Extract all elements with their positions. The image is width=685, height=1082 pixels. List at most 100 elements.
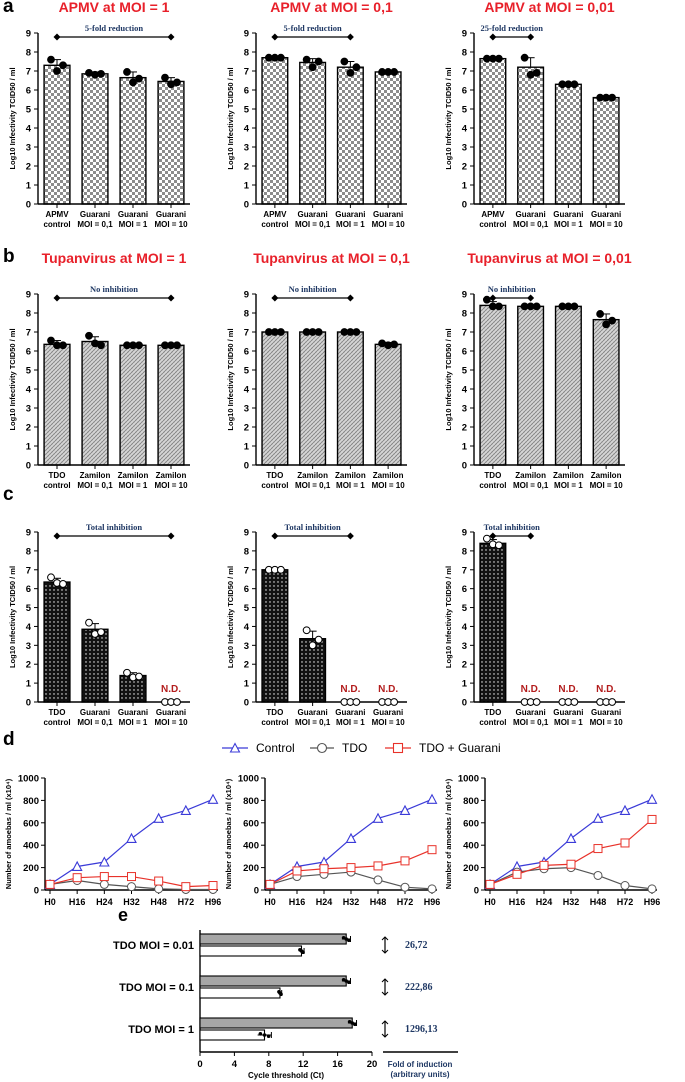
data-point: [276, 565, 285, 574]
x-tick-label: Guarani: [516, 708, 546, 717]
y-axis-label: Log10 Infectivity TCID50 / ml: [226, 328, 235, 430]
y-tick-label: 4: [462, 385, 468, 396]
fold-label: (arbitrary units): [390, 1070, 449, 1079]
data-point: [47, 55, 55, 64]
data-point: [485, 879, 495, 889]
y-tick-label: 0: [244, 698, 249, 709]
data-point: [47, 573, 55, 582]
y-tick-label: 0: [462, 200, 467, 211]
bar-gray: [199, 1017, 353, 1029]
bar: [119, 344, 147, 466]
x-tick-label: Zamilon: [373, 471, 404, 480]
x-tick-label: H96: [424, 897, 441, 907]
y-tick-label: 1: [244, 442, 250, 453]
x-tick-label: Guarani: [553, 708, 583, 717]
x-tick-label: TDO: [484, 471, 501, 480]
x-tick-label: MOI = 1: [554, 718, 583, 727]
bar-panel-a1: APMV at MOI = 1 0 1 2 3 4 5 6 7 8 9 Log10 Infectivi…: [8, 0, 190, 229]
x-tick-label: H32: [563, 897, 580, 907]
x-tick-label: Guarani: [156, 210, 186, 219]
fold-value: 1296,13: [405, 1024, 438, 1035]
data-point: [71, 860, 83, 872]
y-tick-label: 0: [26, 698, 31, 709]
bar: [157, 80, 185, 205]
y-tick-label: 0: [244, 461, 249, 472]
x-tick-label: Guarani: [298, 210, 328, 219]
bar-panel-b3: Tupanvirus at MOI = 0,01 0 1 2 3 4 5 6 7 8 9 Log10 …: [444, 250, 632, 490]
data-point: [180, 804, 192, 816]
y-tick-label: 200: [23, 863, 39, 874]
data-point: [262, 1033, 267, 1037]
data-point: [426, 793, 438, 804]
y-tick-label: 8: [462, 546, 467, 557]
fold-arrow-head: [381, 978, 389, 983]
y-tick-label: 5: [244, 366, 250, 377]
data-point: [135, 341, 143, 350]
x-tick-label: MOI = 0,1: [295, 481, 331, 490]
x-tick-label: H32: [343, 897, 360, 907]
y-tick-label: 8: [462, 309, 467, 320]
x-tick-label: Zamilon: [118, 471, 149, 480]
annotation-diamond: [271, 532, 279, 540]
x-tick-label: H48: [370, 897, 387, 907]
data-point: [154, 876, 164, 886]
y-tick-label: 0: [26, 200, 31, 211]
fold-arrow-head: [381, 936, 389, 941]
data-point: [302, 626, 311, 635]
bar: [336, 331, 364, 466]
bar: [299, 331, 327, 466]
bar-panel-b2: Tupanvirus at MOI = 0,1 0 1 2 3 4 5 6 7 8 9 Log10 I…: [226, 250, 410, 490]
y-tick-label: 800: [463, 796, 479, 807]
nd-label: N.D.: [340, 684, 360, 695]
y-axis-label: Number of amoebas / ml (x10⁴): [444, 778, 453, 889]
data-point: [608, 316, 617, 325]
x-tick-label: Zamilon: [515, 471, 546, 480]
x-tick-label: MOI = 1: [336, 220, 365, 229]
y-tick-label: 7: [26, 565, 31, 576]
x-tick-label: MOI = 0,1: [77, 481, 113, 490]
y-tick-label: 7: [26, 328, 31, 339]
y-tick-label: 8: [26, 546, 31, 557]
data-point: [647, 884, 657, 894]
line-panel-d1: 0 200 400 600 800 1000 Number of amoebas / ml …: [4, 774, 221, 908]
bar: [517, 66, 545, 205]
panel-letter-c: c: [3, 484, 14, 505]
x-tick-label: 12: [298, 1059, 309, 1070]
y-tick-label: 3: [244, 404, 249, 415]
data-point: [127, 872, 136, 882]
x-tick-label: MOI = 0,1: [295, 220, 331, 229]
data-point: [593, 844, 603, 854]
data-point: [346, 980, 351, 984]
x-tick-label: H0: [44, 897, 56, 907]
annotation-text: 25-fold reduction: [481, 23, 544, 33]
data-point: [608, 93, 617, 102]
y-tick-label: 5: [462, 105, 468, 116]
bar: [479, 57, 507, 205]
group-label: TDO MOI = 0.01: [113, 940, 194, 952]
data-point: [390, 68, 399, 76]
x-tick-label: H24: [316, 897, 333, 907]
x-tick-label: MOI = 10: [154, 481, 188, 490]
data-point: [258, 1032, 263, 1036]
x-tick-label: H72: [397, 897, 414, 907]
y-axis-label: Log10 Infectivity TCID50 / ml: [444, 328, 453, 430]
bar: [517, 305, 545, 466]
y-tick-label: 5: [26, 105, 32, 116]
bar-panel-a3: APMV at MOI = 0,01 0 1 2 3 4 5 6 7 8 9 Log10 Infect…: [444, 0, 625, 229]
y-tick-label: 8: [244, 546, 249, 557]
x-tick-label: MOI = 1: [119, 481, 148, 490]
chart-title: APMV at MOI = 1: [59, 0, 170, 15]
x-tick-label: 20: [367, 1059, 378, 1070]
x-tick-label: MOI = 1: [336, 481, 365, 490]
data-point: [353, 1022, 357, 1026]
x-tick-label: H0: [484, 897, 496, 907]
x-tick-label: control: [261, 220, 288, 229]
x-tick-label: control: [261, 481, 288, 490]
bar-panel-b1: Tupanvirus at MOI = 1 0 1 2 3 4 5 6 7 8 9 Log10 Inf…: [8, 250, 190, 490]
annotation-diamond: [346, 294, 354, 302]
data-point: [565, 832, 577, 844]
data-point: [153, 812, 165, 823]
data-point: [570, 80, 579, 89]
y-tick-label: 6: [462, 584, 467, 595]
y-tick-label: 2: [462, 162, 467, 173]
